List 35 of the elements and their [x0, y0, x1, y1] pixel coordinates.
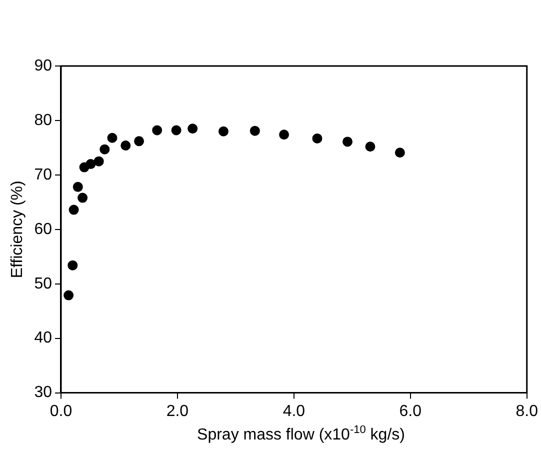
x-axis-title: Spray mass flow (x10$^{-10}$ kg/s) [196, 424, 406, 444]
x-tick-label: 2.0 [166, 402, 189, 420]
point [134, 136, 144, 146]
y-tick-label: 30 [34, 384, 52, 402]
y-tick-label: 60 [34, 220, 52, 238]
y-tick-label: 90 [34, 57, 52, 74]
point [107, 132, 118, 143]
point [72, 182, 83, 192]
y-axis-title: Efficiency (%) [9, 180, 26, 278]
x-tick-label: 0.0 [50, 402, 72, 420]
x-tick-label: 4.0 [282, 402, 306, 420]
point [218, 126, 228, 136]
y-tick-label: 50 [34, 275, 52, 292]
point [86, 159, 96, 170]
point [64, 290, 74, 300]
point [279, 130, 290, 140]
point [171, 125, 182, 136]
point [68, 204, 79, 215]
y-tick-label: 70 [34, 166, 52, 184]
point [120, 140, 131, 151]
point [152, 125, 162, 136]
point [100, 144, 110, 154]
y-tick-label: 40 [34, 330, 52, 347]
point [250, 126, 260, 136]
y-tick-label: 80 [34, 112, 52, 129]
point [342, 136, 353, 147]
point [78, 192, 88, 203]
point [394, 148, 405, 158]
x-tick-label: 8.0 [516, 402, 538, 420]
point [312, 133, 322, 144]
point [365, 142, 376, 152]
point [188, 124, 198, 134]
x-tick-label: 6.0 [399, 402, 422, 420]
point [68, 260, 78, 270]
point [94, 156, 104, 166]
